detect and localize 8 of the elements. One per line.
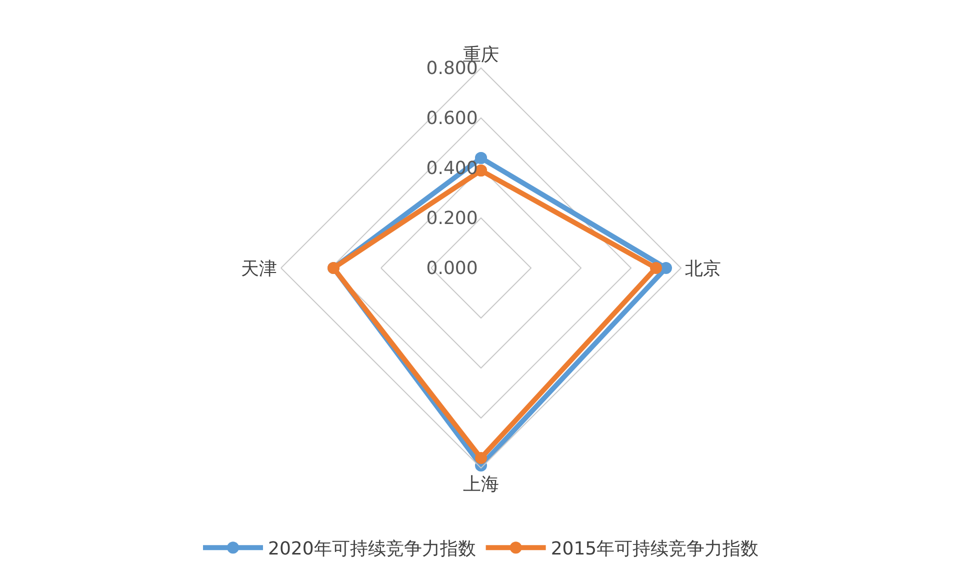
y-tick-label: 0.600 [426, 108, 478, 129]
legend-label: 2015年可持续竞争力指数 [550, 538, 759, 560]
spoke-label: 天津 [240, 258, 277, 280]
y-tick-label: 0.000 [426, 258, 478, 279]
spoke-label: 北京 [685, 258, 722, 280]
y-tick-label: 0.200 [426, 208, 478, 229]
legend-label: 2020年可持续竞争力指数 [268, 538, 476, 560]
spoke-label: 上海 [463, 474, 499, 496]
